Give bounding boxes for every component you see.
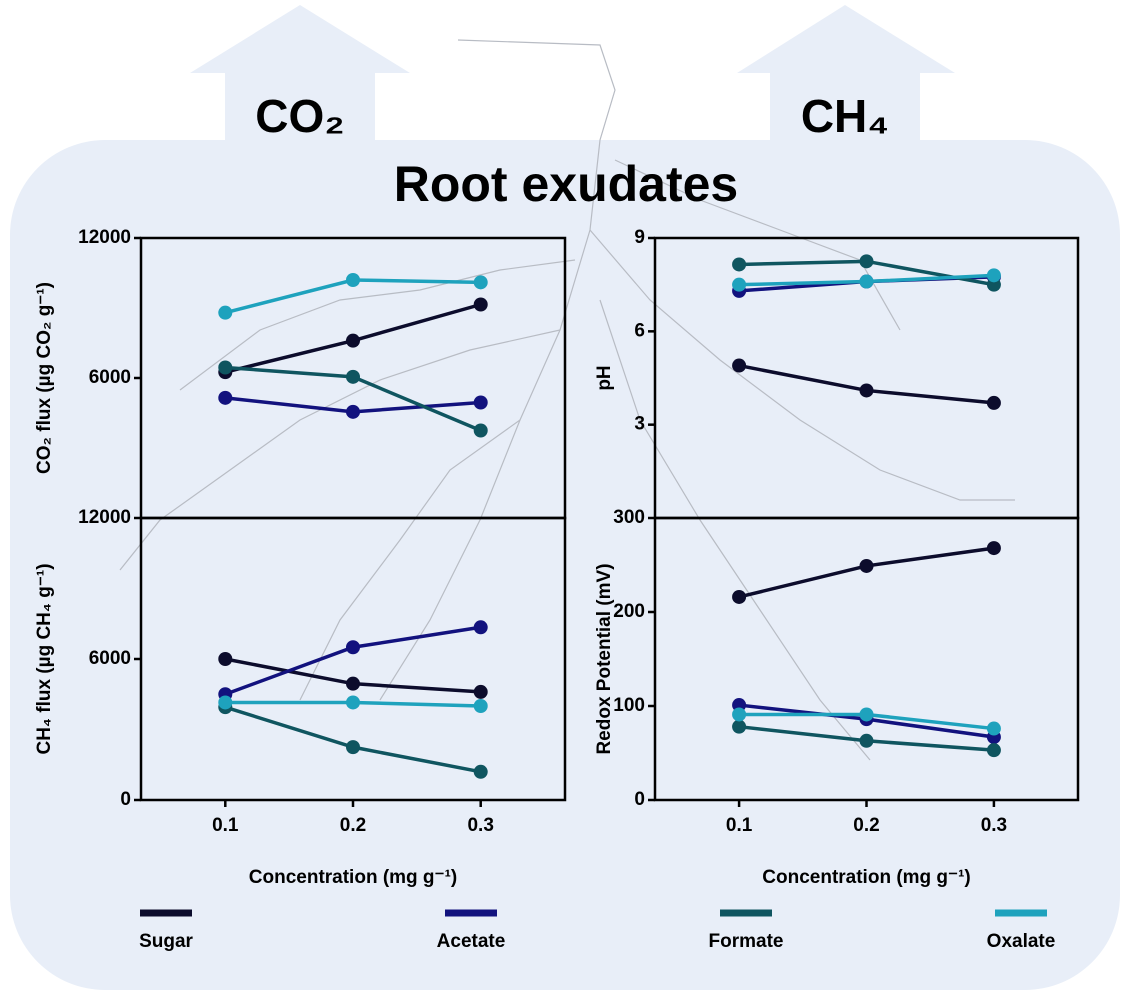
x-tick-label: 0.1: [726, 815, 753, 836]
data-point: [474, 620, 488, 634]
data-point: [732, 590, 746, 604]
arrow-label: CH₄: [801, 90, 889, 142]
y-axis-label: pH: [594, 365, 615, 390]
figure-title: Root exudates: [394, 156, 739, 212]
data-point: [732, 359, 746, 373]
data-point: [218, 652, 232, 666]
x-tick-label: 0.3: [981, 815, 1007, 836]
data-point: [860, 383, 874, 397]
x-tick-label: 0.2: [853, 815, 879, 836]
data-point: [346, 334, 360, 348]
data-point: [732, 720, 746, 734]
x-tick-label: 0.1: [212, 815, 239, 836]
data-point: [987, 268, 1001, 282]
data-point: [987, 722, 1001, 736]
legend-label: Acetate: [437, 931, 506, 952]
data-point: [346, 273, 360, 287]
x-axis-label: Concentration (mg g⁻¹): [249, 867, 457, 888]
data-point: [860, 559, 874, 573]
y-tick-label: 0: [120, 789, 131, 810]
data-point: [474, 275, 488, 289]
y-tick-label: 6000: [89, 648, 131, 669]
data-point: [987, 396, 1001, 410]
legend-label: Oxalate: [987, 931, 1056, 952]
y-tick-label: 6: [634, 320, 645, 341]
data-point: [218, 391, 232, 405]
data-point: [860, 275, 874, 289]
data-point: [732, 707, 746, 721]
data-point: [346, 740, 360, 754]
data-point: [218, 306, 232, 320]
data-point: [860, 707, 874, 721]
y-tick-label: 12000: [78, 227, 131, 248]
x-axis-label: Concentration (mg g⁻¹): [762, 867, 970, 888]
y-axis-label: CO₂ flux (µg CO₂ g⁻¹): [34, 282, 55, 474]
legend-label: Sugar: [139, 931, 193, 952]
data-point: [346, 370, 360, 384]
y-tick-label: 300: [613, 507, 645, 528]
y-tick-label: 200: [613, 601, 645, 622]
legend-label: Formate: [709, 931, 784, 952]
data-point: [860, 734, 874, 748]
x-tick-label: 0.3: [467, 815, 493, 836]
data-point: [346, 405, 360, 419]
data-point: [474, 685, 488, 699]
data-point: [474, 424, 488, 438]
y-tick-label: 100: [613, 695, 645, 716]
data-point: [860, 254, 874, 268]
data-point: [987, 541, 1001, 555]
y-tick-label: 12000: [78, 507, 131, 528]
y-tick-label: 3: [634, 414, 645, 435]
data-point: [346, 640, 360, 654]
data-point: [474, 396, 488, 410]
y-tick-label: 6000: [89, 367, 131, 388]
data-point: [474, 298, 488, 312]
y-tick-label: 9: [634, 227, 645, 248]
data-point: [474, 765, 488, 779]
data-point: [346, 677, 360, 691]
figure: Root exudates CO₂ CH₄ 6000 12000 CO₂ flux …: [0, 0, 1131, 996]
data-point: [218, 695, 232, 709]
y-axis-label: Redox Potential (mV): [594, 563, 615, 754]
data-point: [732, 257, 746, 271]
y-tick-label: 0: [634, 789, 645, 810]
data-point: [218, 361, 232, 375]
data-point: [732, 278, 746, 292]
x-tick-label: 0.2: [340, 815, 366, 836]
data-point: [346, 695, 360, 709]
data-point: [474, 699, 488, 713]
y-axis-label: CH₄ flux (µg CH₄ g⁻¹): [34, 563, 55, 754]
arrow-label: CO₂: [255, 90, 344, 142]
data-point: [987, 743, 1001, 757]
